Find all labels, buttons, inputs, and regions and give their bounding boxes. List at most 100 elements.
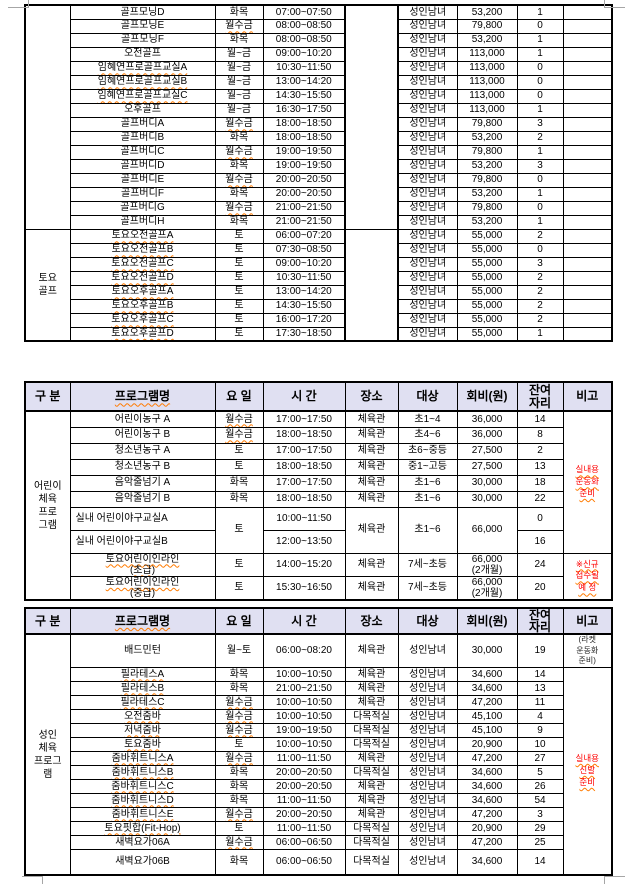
cell[interactable]: 2 (516, 130, 564, 146)
cell[interactable]: 토 (214, 326, 264, 342)
cell[interactable]: 월~금 (214, 102, 264, 118)
cell[interactable]: 월수금 (214, 708, 264, 724)
cell[interactable]: 토 (214, 298, 264, 314)
cell[interactable]: 2 (516, 228, 564, 244)
cell[interactable]: 2 (516, 442, 564, 460)
cell[interactable]: 초4~6 (397, 426, 458, 444)
cell[interactable]: 113,000 (456, 102, 518, 118)
cell[interactable]: 10:00~10:50 (262, 708, 346, 724)
cell[interactable] (562, 242, 613, 258)
cell[interactable]: 화목 (214, 764, 264, 780)
cell[interactable]: 1 (516, 32, 564, 48)
cell[interactable]: 07:00~07:50 (262, 4, 346, 20)
cell[interactable]: 18:00~18:50 (262, 426, 346, 444)
cell[interactable]: 줌바휘트니스A (69, 750, 216, 766)
cell[interactable]: 54 (516, 792, 564, 808)
cell[interactable]: 체육관 (344, 474, 399, 492)
cell[interactable]: 성인남녀 (397, 228, 458, 244)
cell[interactable]: 11:00~11:50 (262, 792, 346, 808)
cell[interactable] (562, 270, 613, 286)
cell[interactable]: 골프버디G (69, 200, 216, 216)
cell[interactable] (562, 130, 613, 146)
cell[interactable]: 성인남녀 (397, 46, 458, 62)
cell[interactable]: 2 (516, 284, 564, 300)
cell[interactable]: 골프버디D (69, 158, 216, 174)
cell[interactable]: 성인남녀 (397, 736, 458, 752)
cell[interactable]: 청소년농구 B (69, 458, 216, 476)
cell[interactable]: 월~금 (214, 60, 264, 76)
cell[interactable]: 13 (516, 680, 564, 696)
cell[interactable]: 토요오전골프A (69, 228, 216, 244)
cell[interactable]: 화목 (214, 32, 264, 48)
cell[interactable]: 34,600 (456, 680, 518, 696)
cell[interactable]: 토요어린이인라인 (중급) (69, 575, 216, 601)
cell[interactable]: 20:00~20:50 (262, 186, 346, 202)
cell[interactable]: 4 (516, 708, 564, 724)
cell[interactable]: 성인남녀 (397, 18, 458, 34)
group-label-cell[interactable] (24, 4, 71, 230)
cell[interactable] (562, 144, 613, 160)
cell[interactable]: 06:00~07:20 (262, 228, 346, 244)
cell[interactable]: 성인남녀 (397, 722, 458, 738)
cell[interactable]: 토요오후골프B (69, 298, 216, 314)
cell[interactable]: 토 (214, 458, 264, 476)
cell[interactable]: 14:30~15:50 (262, 298, 346, 314)
cell[interactable]: 월~금 (214, 88, 264, 104)
cell[interactable]: 45,100 (456, 722, 518, 738)
cell[interactable]: 53,200 (456, 214, 518, 230)
cell[interactable]: 79,800 (456, 116, 518, 132)
cell[interactable]: 성인남녀 (397, 200, 458, 216)
cell[interactable]: 체육관 (344, 694, 399, 710)
cell[interactable]: 13:00~14:20 (262, 74, 346, 90)
cell[interactable]: 17:00~17:50 (262, 474, 346, 492)
cell[interactable]: 0 (516, 200, 564, 216)
cell[interactable]: 66,000 (2개월) (456, 575, 518, 601)
cell[interactable]: 09:00~10:20 (262, 46, 346, 62)
cell[interactable] (562, 326, 613, 342)
cell[interactable]: 성인남녀 (397, 242, 458, 258)
cell[interactable]: 성인남녀 (397, 820, 458, 836)
cell[interactable]: 13:00~14:20 (262, 284, 346, 300)
note-cell[interactable]: ※신규 접수될 예 정 (562, 552, 613, 601)
group-label-cell[interactable]: 성인 체육 프로그 램 (24, 633, 71, 876)
cell[interactable]: 08:00~08:50 (262, 32, 346, 48)
cell[interactable]: 다목적실 (344, 708, 399, 724)
cell[interactable]: 47,200 (456, 806, 518, 822)
cell[interactable]: 체육관 (344, 633, 399, 668)
group-label-cell[interactable]: 어린이 체육 프로 그램 (24, 410, 71, 601)
cell[interactable]: 화목 (214, 214, 264, 230)
cell[interactable]: 월수금 (214, 694, 264, 710)
cell[interactable]: 배드민턴 (69, 633, 216, 668)
cell[interactable]: 29 (516, 820, 564, 836)
cell[interactable]: 53,200 (456, 4, 518, 20)
cell[interactable]: 47,200 (456, 750, 518, 766)
cell[interactable]: 66,000 (2개월) (456, 552, 518, 577)
cell[interactable] (562, 158, 613, 174)
cell[interactable] (562, 116, 613, 132)
cell[interactable] (562, 18, 613, 34)
cell[interactable]: 16:00~17:20 (262, 312, 346, 328)
cell[interactable]: 화목 (214, 130, 264, 146)
cell[interactable]: 55,000 (456, 284, 518, 300)
cell[interactable] (562, 214, 613, 230)
cell[interactable]: 79,800 (456, 200, 518, 216)
cell[interactable]: 06:00~08:20 (262, 633, 346, 668)
cell[interactable] (562, 298, 613, 314)
cell[interactable]: 토 (214, 442, 264, 460)
cell[interactable]: 17:00~17:50 (262, 410, 346, 428)
cell[interactable]: 79,800 (456, 144, 518, 160)
cell[interactable]: 화목 (214, 474, 264, 492)
cell[interactable] (562, 200, 613, 216)
cell[interactable]: 오후골프 (69, 102, 216, 118)
cell[interactable] (562, 4, 613, 20)
cell[interactable]: 26 (516, 778, 564, 794)
cell[interactable]: 24 (516, 552, 564, 577)
cell[interactable]: 성인남녀 (397, 633, 458, 668)
cell[interactable]: 골프버디A (69, 116, 216, 132)
cell[interactable]: 성인남녀 (397, 806, 458, 822)
cell[interactable]: 27,500 (456, 442, 518, 460)
cell[interactable] (562, 60, 613, 76)
cell[interactable]: 10:30~11:50 (262, 60, 346, 76)
cell[interactable]: 성인남녀 (397, 680, 458, 696)
cell[interactable]: 체육관 (344, 426, 399, 444)
